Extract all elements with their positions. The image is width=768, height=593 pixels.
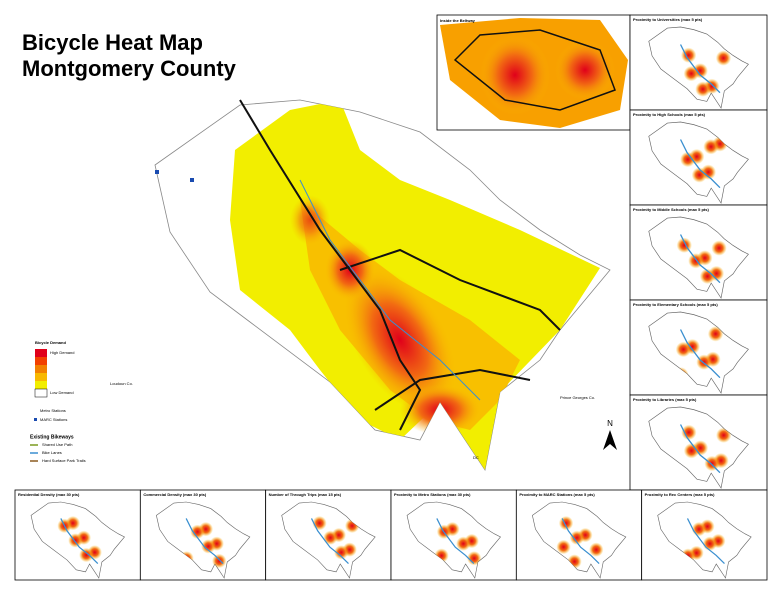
map-panel: Residential Density (max 30 pts) xyxy=(14,489,141,581)
north-arrow: N xyxy=(607,419,613,428)
panel-title: Proximity to Rec Centers (max 5 pts) xyxy=(645,492,715,497)
heat-spot xyxy=(680,47,697,63)
mini-map xyxy=(648,26,749,109)
map-panel: Proximity to Metro Stations (max 30 pts) xyxy=(390,489,517,581)
panel-title: Proximity to Middle Schools (max 5 pts) xyxy=(633,207,709,212)
heat-spot xyxy=(467,551,482,566)
map-panel: Proximity to Rec Centers (max 5 pts) xyxy=(641,489,768,581)
legend-label: Shared Use Path xyxy=(42,442,72,447)
heat-spot xyxy=(456,536,471,551)
main-map xyxy=(154,99,617,471)
panel-title: Residential Density (max 30 pts) xyxy=(18,492,80,497)
heat-spot xyxy=(675,341,692,358)
heat-spot xyxy=(683,65,699,82)
heat-spot xyxy=(716,427,732,443)
map-panel: Commercial Density (max 30 pts) xyxy=(139,489,267,581)
title: Bicycle Heat Map xyxy=(22,30,203,55)
heat-spot xyxy=(691,521,707,537)
bike-line xyxy=(679,424,721,474)
heat-spot xyxy=(699,268,716,284)
inset-title: Inside the Beltway xyxy=(440,18,476,23)
bike-line xyxy=(679,139,721,189)
panel-title: Proximity to Metro Stations (max 30 pts) xyxy=(394,492,471,497)
legend-label: Bike Lanes xyxy=(42,450,62,455)
heat-spot xyxy=(707,326,724,342)
heat-spot xyxy=(702,536,718,551)
map-panel: Proximity to Universities (max 5 pts) xyxy=(629,14,768,111)
panel-title: Proximity to Libraries (max 5 pts) xyxy=(633,397,697,402)
panel-title: Proximity to Universities (max 5 pts) xyxy=(633,17,703,22)
legend-label: Metro Stations xyxy=(40,408,66,413)
heat-spot xyxy=(558,515,574,531)
heat-spot xyxy=(711,240,727,256)
title: Montgomery County xyxy=(22,56,237,81)
legend-title: Bicycle Demand xyxy=(35,340,66,345)
legend-title: Existing Bikeways xyxy=(30,434,74,440)
bike-line xyxy=(60,518,99,565)
bike-line xyxy=(679,44,721,94)
mini-map xyxy=(648,121,749,204)
heat-spot xyxy=(79,547,94,563)
heat-spot xyxy=(190,524,205,539)
place-label: Loudoun Co. xyxy=(110,381,133,386)
panel-title: Proximity to Elementary Schools (max 5 p… xyxy=(633,302,718,307)
mini-map xyxy=(532,501,627,579)
bike-line xyxy=(436,518,475,565)
map-panel: Number of Through Trips (max 15 pts) xyxy=(265,489,392,581)
panels: Proximity to Universities (max 5 pts) Pro… xyxy=(14,14,768,581)
bike-line xyxy=(310,518,349,565)
mini-map xyxy=(648,406,749,489)
place-label: DC xyxy=(473,455,479,460)
heat-spot xyxy=(704,455,720,472)
heat-spot xyxy=(695,81,711,97)
heat-spot xyxy=(334,545,349,560)
title-block: Bicycle Heat Map Montgomery County xyxy=(22,30,237,81)
heat-spot xyxy=(691,167,708,183)
legend-label: Low Demand xyxy=(50,390,74,395)
bike-line xyxy=(561,518,600,565)
legend-label: Hard Surface Park Trails xyxy=(42,458,86,463)
place-label: Prince Georges Co. xyxy=(560,395,595,400)
heat-spot xyxy=(683,443,700,459)
heat-spot xyxy=(681,424,697,441)
bike-line xyxy=(185,518,224,565)
heat-spot xyxy=(323,530,338,545)
bike-line xyxy=(679,329,721,379)
heat-spot xyxy=(680,151,696,168)
bike-line xyxy=(686,518,725,565)
mini-map xyxy=(406,501,501,579)
map-panel: Proximity to MARC Stations (max 5 pts) xyxy=(515,489,643,581)
legend-label: MARC Stations xyxy=(40,417,67,422)
heat xyxy=(681,424,732,472)
heat-spot xyxy=(703,139,719,155)
heat-spot xyxy=(556,539,571,555)
legend-label: High Demand xyxy=(50,350,74,355)
map-panel: Proximity to High Schools (max 5 pts) xyxy=(629,109,768,206)
panel-title: Proximity to High Schools (max 5 pts) xyxy=(633,112,706,117)
heat-spot xyxy=(589,542,604,557)
heat-spot xyxy=(201,539,216,554)
heat-spot xyxy=(212,553,227,569)
heat xyxy=(434,521,482,566)
panel-title: Proximity to MARC Stations (max 5 pts) xyxy=(519,492,595,497)
map-panel: Proximity to Elementary Schools (max 5 p… xyxy=(629,299,768,396)
mini-map xyxy=(648,216,749,299)
bike-line xyxy=(679,234,721,284)
heat xyxy=(676,237,727,284)
panel-title: Number of Through Trips (max 15 pts) xyxy=(269,492,342,497)
mini-map xyxy=(30,501,125,579)
heat-spot xyxy=(569,530,585,545)
panel-title: Commercial Density (max 30 pts) xyxy=(143,492,207,497)
heat xyxy=(680,47,732,97)
heat-spot xyxy=(715,50,732,66)
inset: Inside the Beltway xyxy=(436,14,631,131)
map-panel: Proximity to Middle Schools (max 5 pts) xyxy=(629,204,768,301)
map-panel: Proximity to Libraries (max 5 pts) xyxy=(629,394,768,491)
legend: Bicycle Demand High Demand Low Demand Me… xyxy=(30,340,86,463)
